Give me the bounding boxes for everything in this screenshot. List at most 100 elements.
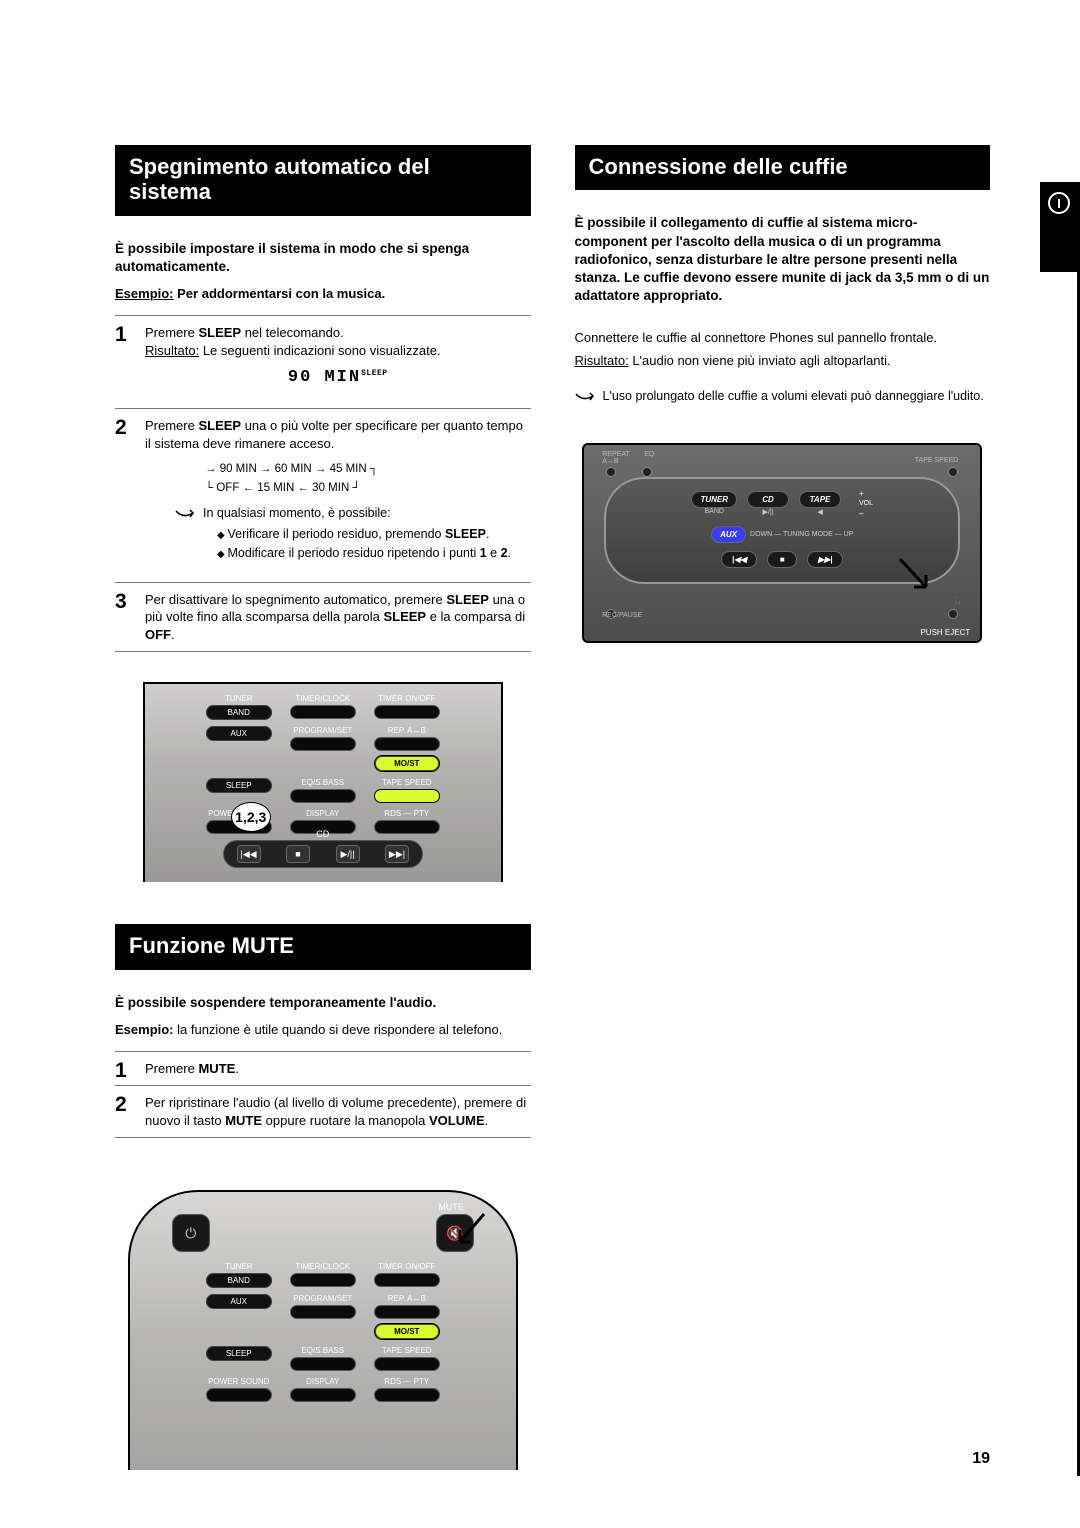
l: TUNER [206, 694, 272, 703]
t: Risultato: [145, 343, 199, 358]
page-columns: Spegnimento automatico del sistema È pos… [115, 145, 990, 1472]
t: e la comparsa di [426, 609, 525, 624]
l: EQ/S.BASS [290, 778, 356, 787]
t: 2 [501, 546, 508, 560]
l: EQ [644, 451, 654, 458]
t: In qualsiasi momento, è possibile: [203, 506, 391, 520]
l: REC/PAUSE [602, 612, 642, 619]
panel-btn-tuner: TUNER [691, 491, 737, 508]
remote-btn [290, 737, 356, 751]
l: TUNER [206, 1262, 272, 1271]
remote-btn [374, 1388, 440, 1402]
remote-btn [374, 1305, 440, 1319]
remote-btn: BAND [206, 705, 272, 720]
mute-step-1: 1 Premere MUTE. [115, 1051, 531, 1086]
l: DOWN — TUNING MODE — UP [750, 531, 853, 538]
l: EQ/S.BASS [290, 1346, 356, 1355]
flow-line-1: → 90 MIN → 60 MIN → 45 MIN ┐ [205, 460, 531, 478]
l: PTY [414, 809, 430, 818]
page-number: 19 [972, 1450, 990, 1468]
sleep-step-3: 3 Per disattivare lo spegnimento automat… [115, 582, 531, 652]
t: oppure ruotare la manopola [262, 1113, 429, 1128]
sleep-example: Esempio: Per addormentarsi con la musica… [115, 286, 531, 301]
t: Risultato: [575, 353, 629, 368]
sleep-flow: → 90 MIN → 60 MIN → 45 MIN ┐ └ OFF ← 15 … [205, 460, 531, 497]
t: e [487, 546, 501, 560]
panel-btn-aux: AUX [711, 526, 746, 543]
l: PUSH EJECT [920, 628, 970, 637]
mute-intro2: Esempio: la funzione è utile quando si d… [115, 1022, 531, 1037]
remote-btn [206, 1388, 272, 1402]
remote-btn [290, 1305, 356, 1319]
remote-btn [374, 820, 440, 834]
remote-btn: SLEEP [206, 1346, 272, 1361]
remote-btn: AUX [206, 726, 272, 741]
step-number: 3 [115, 591, 145, 612]
step-body: Per ripristinare l'audio (al livello di … [145, 1094, 531, 1137]
step-number: 2 [115, 417, 145, 438]
panel-btn: ▶▶| [807, 551, 843, 568]
t: SLEEP [446, 592, 489, 607]
stop-icon: ■ [286, 845, 310, 863]
rule [115, 651, 531, 652]
body-text: Connettere le cuffie al connettore Phone… [575, 329, 991, 347]
panel-btn-tape: TAPE [799, 491, 841, 508]
warning-text: L'uso prolungato delle cuffie a volumi e… [603, 388, 984, 405]
l: TIMER/CLOCK [290, 694, 356, 703]
t: Verificare il periodo residuo, premendo [227, 527, 444, 541]
l: TAPE SPEED [374, 1346, 440, 1355]
t: . [508, 546, 511, 560]
side-tab: I [1040, 182, 1080, 272]
left-column: Spegnimento automatico del sistema È pos… [115, 145, 531, 1472]
t: Modificare il periodo residuo ripetendo … [227, 546, 479, 560]
remote-btn [374, 737, 440, 751]
l: PTY [414, 1377, 430, 1386]
l: ▶/|| [763, 508, 774, 516]
step-number: 2 [115, 1094, 145, 1115]
callout-arrow-icon [896, 557, 936, 597]
sleep-section-header: Spegnimento automatico del sistema [115, 145, 531, 216]
panel-screw [948, 609, 958, 619]
t: Esempio: [115, 1022, 174, 1037]
t: MUTE [198, 1061, 235, 1076]
headphones-section-header: Connessione delle cuffie [575, 145, 991, 190]
remote-btn [290, 1357, 356, 1371]
prev-icon: |◀◀ [237, 845, 261, 863]
t: VOLUME [429, 1113, 485, 1128]
sleep-display: 90 MINSLEEP [145, 367, 531, 390]
t: Premere [145, 418, 198, 433]
t: . [171, 627, 175, 642]
mute-section-header: Funzione MUTE [115, 924, 531, 969]
t: nel telecomando. [241, 325, 344, 340]
l: – [859, 509, 873, 518]
remote-btn [290, 1388, 356, 1402]
note-arrow-icon [575, 390, 595, 404]
l: POWER SOUND [206, 1377, 272, 1386]
step-body: Premere SLEEP una o più volte per specif… [145, 417, 531, 582]
t: 1 [480, 546, 487, 560]
t: Premere [145, 325, 198, 340]
l: PROGRAM/SET [290, 726, 356, 735]
remote-illustration-sleep: TUNERBAND TIMER/CLOCK TIMER ON/OFF AUX P… [115, 680, 531, 884]
t: la funzione è utile quando si deve rispo… [174, 1022, 503, 1037]
t: L'audio non viene più inviato agli altop… [629, 353, 891, 368]
t: . [486, 527, 489, 541]
panel-btn: ■ [767, 551, 797, 568]
l: BAND [705, 508, 724, 515]
display-main: 90 MIN [288, 368, 361, 387]
remote-btn: AUX [206, 1294, 272, 1309]
remote-btn [290, 705, 356, 719]
l: TIMER ON/OFF [374, 1262, 440, 1271]
t: SLEEP [198, 418, 241, 433]
t: . [485, 1113, 489, 1128]
remote-btn-highlight: MO/ST [374, 755, 440, 772]
play-icon: ▶/|| [336, 845, 360, 863]
t: Per disattivare lo spegnimento automatic… [145, 592, 446, 607]
step-number: 1 [115, 324, 145, 345]
panel-btn-cd: CD [747, 491, 789, 508]
remote-btn [290, 789, 356, 803]
t: SLEEP [445, 527, 486, 541]
remote-cd-bar: |◀◀ ■ ▶/|| ▶▶| [223, 840, 423, 868]
remote-btn-highlight [374, 789, 440, 803]
note-body: In qualsiasi momento, è possibile: Verif… [203, 505, 511, 568]
